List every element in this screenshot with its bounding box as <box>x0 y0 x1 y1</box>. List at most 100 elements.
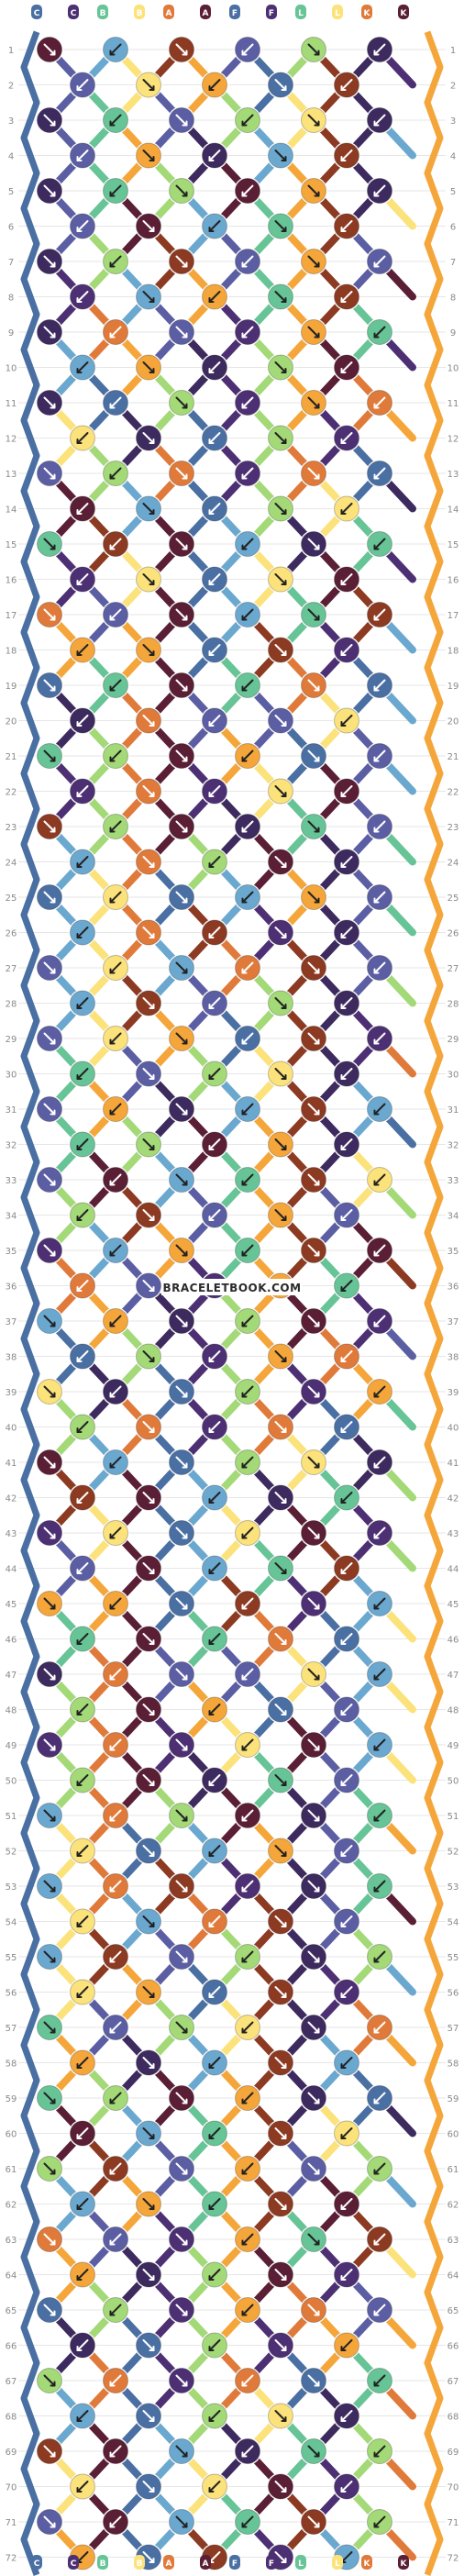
row-number-right: 56 <box>447 1989 459 1999</box>
knot <box>135 71 162 99</box>
knot-arrow-icon <box>307 820 320 833</box>
knot-arrow-icon <box>241 1950 254 1963</box>
row-number-right: 61 <box>447 2165 459 2175</box>
knot-arrow-head-icon <box>76 156 83 161</box>
knot-arrow-head-icon <box>241 50 248 56</box>
row-number-right: 54 <box>447 1918 459 1928</box>
knot <box>234 813 261 840</box>
row-number-left: 54 <box>6 1918 17 1928</box>
knot-arrow-head-icon <box>208 2346 215 2351</box>
knot-arrow-head-icon <box>149 1569 155 1574</box>
knot-arrow-head-icon <box>109 1250 116 1257</box>
knot <box>366 1519 393 1547</box>
knot-arrow-icon <box>43 255 56 268</box>
knot-arrow-head-icon <box>340 650 347 656</box>
knot <box>135 1413 162 1441</box>
row-number-left: 21 <box>6 752 17 762</box>
knot-arrow-head-icon <box>50 403 56 409</box>
knot-arrow-head-icon <box>314 2522 320 2528</box>
knot-arrow-icon <box>373 2162 386 2175</box>
knot-arrow-icon <box>241 749 254 762</box>
row-number-right: 68 <box>447 2413 459 2423</box>
knot-arrow-head-icon <box>208 85 215 91</box>
knot-arrow-icon <box>109 1173 122 1186</box>
bottom-string-letter: A <box>163 2555 174 2570</box>
knot-arrow-icon <box>241 1385 254 1398</box>
row-number-right: 58 <box>447 2060 459 2070</box>
knot-arrow-head-icon <box>241 332 248 339</box>
knot-arrow-head-icon <box>314 2381 320 2387</box>
knot-arrow-icon <box>274 2198 287 2210</box>
knot-arrow-head-icon <box>149 1074 155 1080</box>
knot <box>267 777 294 805</box>
knot <box>234 1872 261 1900</box>
knot-arrow-head-icon <box>281 1074 287 1080</box>
knot-arrow-head-icon <box>149 85 155 91</box>
row-number-left: 45 <box>6 1600 17 1610</box>
knot-arrow-icon <box>76 2198 89 2210</box>
knot <box>267 1837 294 1865</box>
row-number-left: 29 <box>6 1035 17 1045</box>
knot-arrow-icon <box>208 1138 221 1150</box>
knot <box>201 848 228 876</box>
knot <box>300 1307 327 1335</box>
knot <box>168 106 195 134</box>
knot-arrow-head-icon <box>76 1498 83 1504</box>
knot-arrow-head-icon <box>182 1745 188 1751</box>
knot <box>69 141 96 170</box>
knot-arrow-icon <box>175 1456 188 1469</box>
knot-arrow-icon <box>373 820 386 833</box>
knot-arrow-head-icon <box>149 1710 155 1715</box>
knot-arrow-head-icon <box>373 50 380 56</box>
knot-arrow-head-icon <box>182 897 188 904</box>
knot <box>135 141 162 170</box>
knot <box>366 318 393 346</box>
knot <box>333 565 360 594</box>
knot <box>300 1590 327 1617</box>
knot-arrow-icon <box>340 1421 353 1433</box>
knot-arrow-icon <box>241 2162 254 2175</box>
knot-arrow-head-icon <box>76 1074 83 1080</box>
knot-arrow-icon <box>241 2515 254 2528</box>
knot <box>36 2084 63 2112</box>
knot <box>234 1449 261 1476</box>
knot-arrow-icon <box>307 1668 320 1681</box>
knot <box>102 1590 129 1617</box>
knot <box>267 1625 294 1653</box>
knot-arrow-head-icon <box>373 403 380 409</box>
knot-arrow-icon <box>274 220 287 232</box>
knot <box>36 1519 63 1547</box>
knot-arrow-head-icon <box>340 2204 347 2210</box>
knot-arrow-head-icon <box>281 2204 287 2210</box>
knot-arrow-icon <box>307 1950 320 1963</box>
knot-arrow-head-icon <box>314 2098 320 2104</box>
knot <box>168 177 195 205</box>
knot-arrow-head-icon <box>109 2522 116 2528</box>
knot-arrow-icon <box>307 2162 320 2175</box>
knot <box>36 1872 63 1900</box>
knot-arrow-head-icon <box>50 473 56 480</box>
knot-arrow-icon <box>76 1492 89 1504</box>
knot-arrow-icon <box>241 961 254 974</box>
knot-arrow-head-icon <box>50 756 56 762</box>
knot <box>366 36 393 63</box>
row-number-left: 9 <box>8 328 14 339</box>
knot-arrow-icon <box>43 891 56 904</box>
knot-arrow-icon <box>175 1880 188 1893</box>
knot <box>234 2437 261 2465</box>
row-number-left: 70 <box>6 2483 17 2493</box>
knot-arrow-head-icon <box>76 2204 83 2210</box>
knot <box>135 1130 162 1159</box>
knot-arrow-icon <box>76 715 89 727</box>
row-number-left: 66 <box>6 2342 17 2352</box>
knot-arrow-icon <box>340 1845 353 1857</box>
knot-arrow-icon <box>76 1704 89 1715</box>
knot <box>300 2508 327 2536</box>
knot <box>102 742 129 770</box>
knot-arrow-head-icon <box>281 227 287 232</box>
knot <box>102 1307 129 1335</box>
knot-arrow-head-icon <box>50 2451 56 2458</box>
knot-arrow-icon <box>109 1809 122 1822</box>
knot-arrow-head-icon <box>149 509 155 515</box>
knot-arrow-icon <box>373 2374 386 2387</box>
